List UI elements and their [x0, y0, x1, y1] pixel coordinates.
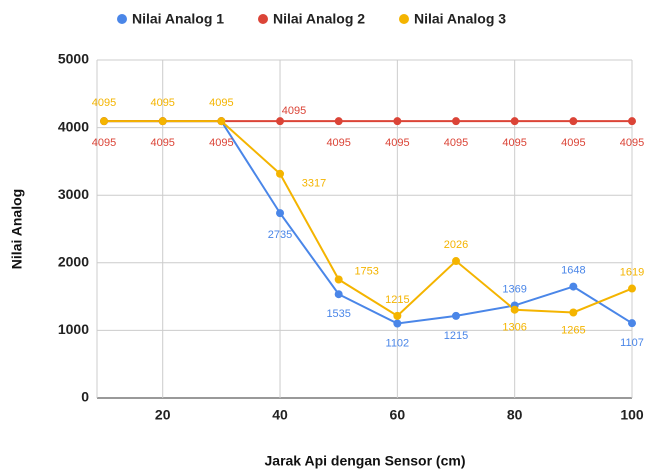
legend-marker: [258, 14, 268, 24]
data-label: 4095: [209, 137, 233, 149]
data-point: [569, 117, 578, 126]
data-label: 1215: [385, 294, 409, 306]
data-label: 1369: [502, 283, 526, 295]
data-point: [334, 275, 343, 284]
y-tick-label: 4000: [58, 118, 89, 134]
data-point: [452, 311, 461, 320]
x-tick-label: 100: [620, 407, 644, 423]
legend-label: Nilai Analog 3: [414, 11, 506, 27]
data-label: 4095: [385, 137, 409, 149]
y-axis-label: Nilai Analog: [9, 189, 25, 269]
legend-label: Nilai Analog 2: [273, 11, 365, 27]
data-point: [628, 284, 636, 293]
data-point: [100, 117, 109, 126]
data-label: 3317: [302, 178, 326, 190]
data-point: [628, 117, 636, 126]
data-point: [158, 117, 167, 126]
data-label: 4095: [282, 105, 306, 117]
data-label: 4095: [502, 137, 526, 149]
data-label: 1535: [326, 308, 350, 320]
data-label: 1619: [620, 266, 644, 278]
data-label: 1107: [620, 337, 644, 349]
x-tick-label: 60: [390, 407, 406, 423]
data-point: [393, 117, 402, 126]
data-label: 4095: [326, 137, 350, 149]
x-axis-label: Jarak Api dengan Sensor (cm): [265, 453, 466, 469]
data-point: [510, 305, 519, 314]
series-line: [104, 120, 633, 325]
grid: [96, 59, 633, 399]
data-point: [276, 117, 285, 126]
data-point: [510, 117, 519, 126]
data-label: 2026: [444, 239, 468, 251]
data-point: [452, 257, 461, 266]
data-label: 1648: [561, 265, 585, 277]
data-label: 1753: [354, 265, 378, 277]
data-label: 2735: [268, 229, 292, 241]
data-label: 4095: [620, 137, 644, 149]
data-label: 4095: [150, 97, 174, 109]
data-label: 4095: [150, 137, 174, 149]
y-tick-label: 5000: [58, 51, 89, 67]
y-tick-label: 3000: [58, 186, 89, 202]
data-point: [628, 319, 636, 328]
data-label: 1102: [386, 337, 410, 349]
data-label: 4095: [561, 137, 585, 149]
legend-label: Nilai Analog 1: [132, 11, 224, 27]
data-label: 1215: [444, 330, 468, 342]
data-point: [217, 117, 226, 126]
data-label: 4095: [444, 137, 468, 149]
data-label: 1306: [502, 322, 526, 334]
x-tick-label: 40: [272, 407, 288, 423]
data-point: [569, 282, 578, 291]
legend-marker: [399, 14, 409, 24]
data-point: [276, 169, 285, 178]
data-point: [452, 117, 461, 126]
data-point: [334, 290, 343, 299]
data-point: [276, 209, 285, 218]
data-point: [334, 117, 343, 126]
y-tick-label: 2000: [58, 254, 89, 270]
data-point: [393, 311, 402, 320]
data-label: 4095: [209, 97, 233, 109]
y-tick-label: 1000: [58, 321, 89, 337]
y-tick-label: 0: [81, 389, 89, 405]
legend-marker: [117, 14, 127, 24]
data-point: [393, 319, 402, 328]
data-point: [569, 308, 578, 317]
x-tick-label: 20: [155, 407, 171, 423]
x-tick-label: 80: [507, 407, 523, 423]
data-label: 1265: [561, 324, 585, 336]
series-line: [104, 120, 633, 318]
data-label: 4095: [92, 137, 116, 149]
data-label: 4095: [92, 97, 116, 109]
